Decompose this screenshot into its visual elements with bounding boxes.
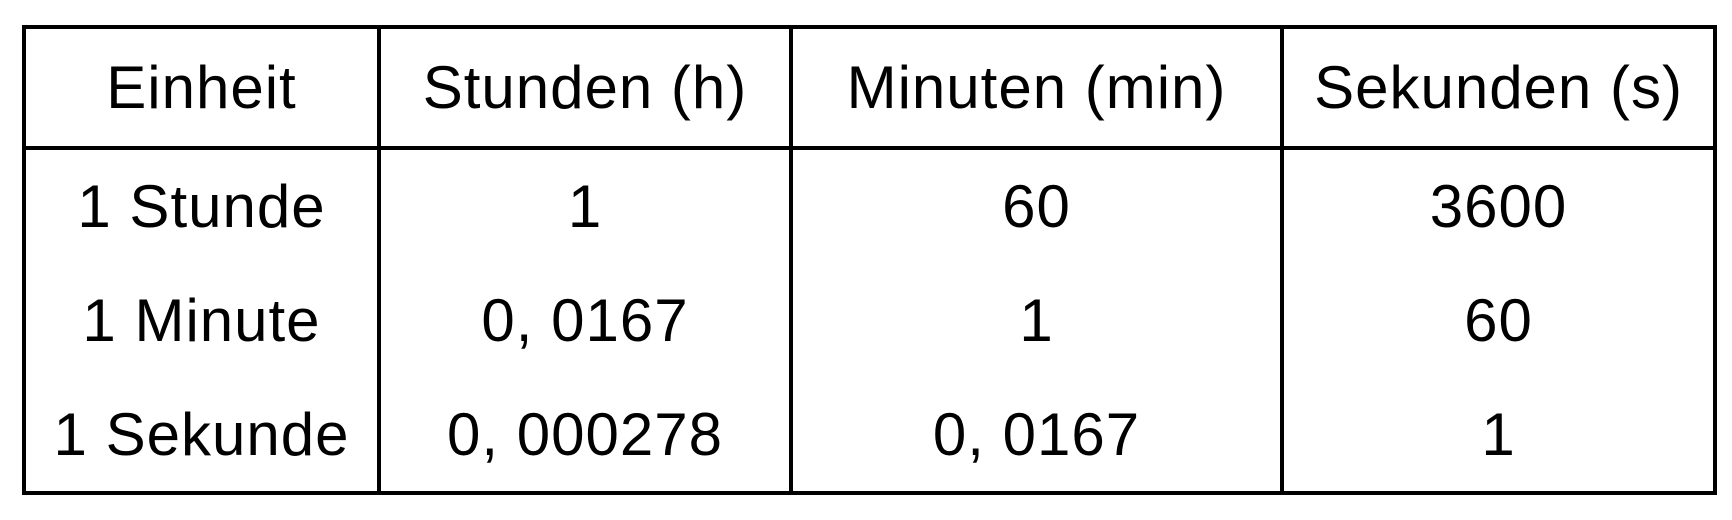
value-sekunde-in-sekunden: 1 (1280, 378, 1715, 493)
table-header: Einheit Stunden (h) Minuten (min) Sekund… (24, 27, 1715, 150)
table-body: 1 Stunde 1 60 3600 1 Minute 0, 0167 1 60… (24, 148, 1715, 493)
time-conversion-table: Einheit Stunden (h) Minuten (min) Sekund… (22, 25, 1717, 495)
value-stunde-in-minuten: 60 (789, 148, 1282, 263)
row-label-sekunde: 1 Sekunde (53, 401, 350, 468)
header-cell-stunden: Stunden (h) (377, 27, 791, 150)
value-sekunde-in-minuten: 0, 0167 (789, 378, 1282, 493)
row-label-stunde: 1 Stunde (77, 173, 326, 240)
value-stunde-in-sekunden: 3600 (1280, 148, 1715, 263)
header-row: Einheit Stunden (h) Minuten (min) Sekund… (24, 27, 1715, 150)
table-row-stunde: 1 Stunde 1 60 3600 (24, 148, 1715, 263)
value-stunde-in-stunden: 1 (377, 148, 791, 263)
header-cell-minuten: Minuten (min) (789, 27, 1282, 150)
value-sekunde-in-stunden: 0, 000278 (377, 378, 791, 493)
header-cell-einheit: Einheit (24, 27, 379, 150)
table-row-sekunde: 1 Sekunde 0, 000278 0, 0167 1 (24, 378, 1715, 493)
value-minute-in-stunden: 0, 0167 (377, 263, 791, 378)
value-minute-in-sekunden: 60 (1280, 263, 1715, 378)
row-label-minute: 1 Minute (82, 287, 321, 354)
header-cell-sekunden: Sekunden (s) (1280, 27, 1715, 150)
value-minute-in-minuten: 1 (789, 263, 1282, 378)
table-row-minute: 1 Minute 0, 0167 1 60 (24, 263, 1715, 378)
